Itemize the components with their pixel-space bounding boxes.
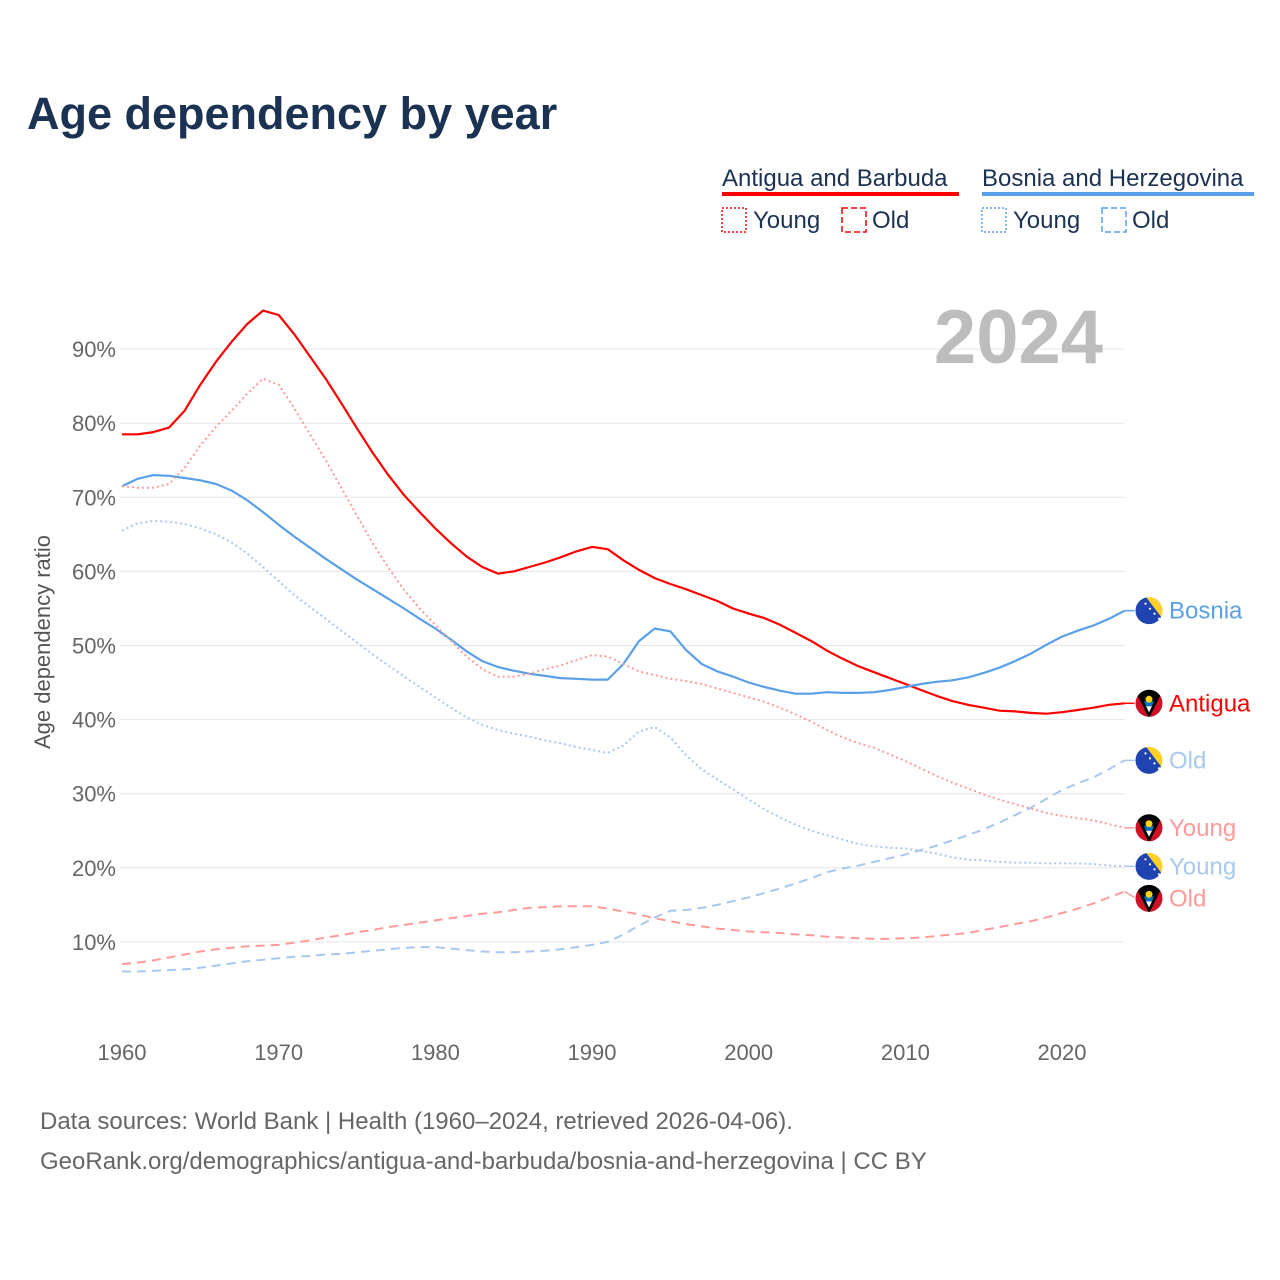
x-tick-label: 2000 xyxy=(724,1040,773,1065)
series-end-label: Young xyxy=(1169,815,1236,842)
legend-young-label: Young xyxy=(1013,207,1080,234)
y-tick-label: 50% xyxy=(72,634,116,659)
y-tick-label: 30% xyxy=(72,782,116,807)
series-end-label: Old xyxy=(1169,747,1206,774)
x-tick-label: 1970 xyxy=(254,1040,303,1065)
antigua-flag-icon xyxy=(1134,883,1164,913)
antigua-flag-icon xyxy=(1134,688,1164,718)
series-end-label: Antigua xyxy=(1169,690,1251,717)
legend-young-label: Young xyxy=(753,207,820,234)
legend-young-swatch xyxy=(721,207,747,233)
y-tick-label: 20% xyxy=(72,856,116,881)
series-line-bosnia-and-herzegovina xyxy=(121,474,1126,695)
legend-young-swatch xyxy=(981,207,1007,233)
y-tick-label: 60% xyxy=(72,559,116,584)
bosnia-flag-icon xyxy=(1134,745,1164,775)
year-badge: 2024 xyxy=(934,295,1103,380)
legend-old-swatch xyxy=(1101,207,1127,233)
y-tick-label: 10% xyxy=(72,930,116,955)
series-line-bosnia-and-herzegovina-young xyxy=(121,520,1125,868)
series-line-bosnia-and-herzegovina-old xyxy=(122,759,1126,973)
y-axis-label: Age dependency ratio xyxy=(30,535,55,749)
source-line-2[interactable]: GeoRank.org/demographics/antigua-and-bar… xyxy=(40,1148,927,1175)
legend-country-label: Bosnia and Herzegovina xyxy=(982,165,1244,192)
x-tick-label: 2010 xyxy=(881,1040,930,1065)
series-end-label: Old xyxy=(1169,885,1206,912)
y-tick-label: 90% xyxy=(72,337,116,362)
y-tick-label: 80% xyxy=(72,411,116,436)
bosnia-flag-icon xyxy=(1134,851,1164,881)
x-tick-label: 1990 xyxy=(568,1040,617,1065)
y-tick-label: 40% xyxy=(72,708,116,733)
source-line-1: Data sources: World Bank | Health (1960–… xyxy=(40,1108,793,1135)
x-tick-label: 2020 xyxy=(1038,1040,1087,1065)
x-tick-label: 1960 xyxy=(98,1040,147,1065)
legend-country-label: Antigua and Barbuda xyxy=(722,165,948,192)
antigua-flag-icon xyxy=(1134,813,1164,843)
series-end-label: Bosnia xyxy=(1169,598,1243,625)
series-end-label: Young xyxy=(1169,853,1236,880)
legend-old-swatch xyxy=(841,207,867,233)
chart-title: Age dependency by year xyxy=(27,88,558,139)
series-line-antigua-and-barbuda-young xyxy=(121,377,1125,829)
y-tick-label: 70% xyxy=(72,485,116,510)
label-connector xyxy=(1124,890,1137,899)
bosnia-flag-icon xyxy=(1134,596,1164,626)
legend-old-label: Old xyxy=(1132,207,1169,234)
series-line-antigua-and-barbuda xyxy=(122,309,1125,715)
legend-group-bosnia[interactable]: Bosnia and Herzegovina Young Old xyxy=(981,165,1254,234)
x-tick-label: 1980 xyxy=(411,1040,460,1065)
legend-group-antigua[interactable]: Antigua and Barbuda Young Old xyxy=(721,165,959,234)
legend-old-label: Old xyxy=(872,207,909,234)
series-line-antigua-and-barbuda-old xyxy=(121,890,1126,966)
